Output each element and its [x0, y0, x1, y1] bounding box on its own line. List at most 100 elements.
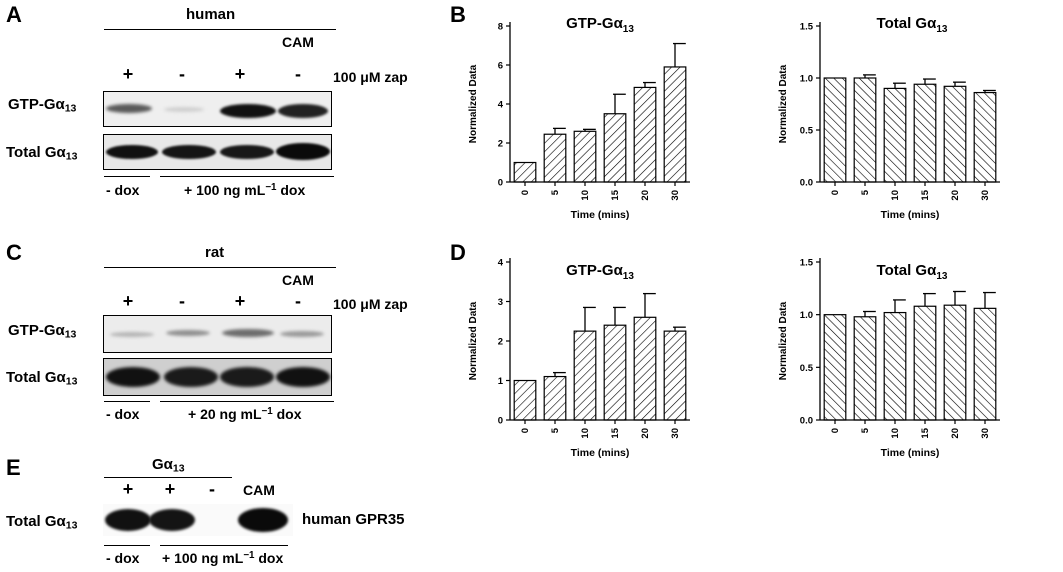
x-tick-label: 20	[950, 428, 961, 439]
zap-label: 100 μM zap	[333, 296, 408, 312]
chart-title-subscript: 13	[623, 24, 635, 35]
x-axis-label: Time (mins)	[571, 447, 630, 459]
bar	[663, 330, 687, 421]
cam-label: CAM	[282, 34, 314, 50]
y-axis-label: Normalized Data	[778, 301, 789, 380]
bar	[943, 304, 967, 421]
y-tick-label: 1.0	[800, 310, 813, 321]
x-axis-label: Time (mins)	[571, 209, 630, 221]
treatment-sign: -	[209, 479, 215, 499]
x-tick-label: 30	[980, 190, 991, 201]
bar	[883, 311, 907, 421]
blot-band	[220, 145, 274, 159]
x-tick-label: 30	[670, 428, 681, 439]
bar	[603, 113, 627, 183]
panel-letter-e: E	[6, 455, 21, 480]
e-header-underline	[104, 477, 232, 478]
blot-band	[220, 104, 276, 118]
nodox-label: - dox	[106, 182, 140, 198]
species-label-rat: rat	[205, 244, 225, 261]
x-tick-label: 0	[520, 428, 531, 433]
bar	[853, 77, 877, 183]
blot-band	[220, 367, 274, 387]
chart-title: Total Gα13	[877, 262, 948, 282]
bar	[573, 330, 597, 421]
x-tick-label: 5	[550, 189, 561, 195]
chart-title-main: Total Gα	[877, 15, 938, 32]
y-tick-label: 6	[498, 61, 503, 72]
row-label-gtp: GTP-Gα13	[8, 96, 77, 115]
panel-letter-c: C	[6, 240, 22, 265]
chart-title: GTP-Gα13	[566, 262, 634, 282]
y-tick-label: 0.5	[800, 126, 814, 137]
blot-band	[106, 104, 152, 113]
receptor-label: human GPR35	[302, 511, 405, 528]
x-tick-label: 20	[950, 190, 961, 201]
bar	[513, 161, 537, 183]
bar	[513, 379, 537, 421]
treatment-sign: -	[179, 64, 185, 84]
row-label-total: Total Gα13	[6, 513, 78, 532]
x-tick-label: 0	[520, 190, 531, 195]
bar	[913, 305, 937, 421]
blot-band	[276, 143, 330, 160]
bar	[823, 77, 847, 183]
x-tick-label: 15	[610, 427, 621, 438]
bar	[943, 85, 967, 183]
blot-band	[105, 509, 151, 531]
x-axis-label: Time (mins)	[881, 209, 940, 221]
row-label-gtp: GTP-Gα13	[8, 322, 77, 341]
chart-title-subscript: 13	[936, 24, 948, 35]
x-tick-label: 20	[640, 428, 651, 439]
zap-label: 100 μM zap	[333, 69, 408, 85]
blot-gtp-human	[103, 91, 332, 127]
y-tick-label: 0.5	[800, 363, 814, 374]
blot-total-human	[103, 134, 332, 170]
y-tick-label: 8	[498, 22, 503, 33]
dox-underline	[160, 401, 334, 402]
x-tick-label: 5	[550, 427, 561, 433]
blot-band	[162, 145, 216, 159]
treatment-sign: +	[122, 479, 134, 499]
chart-title-subscript: 13	[936, 271, 948, 282]
nodox-label: - dox	[106, 406, 140, 422]
treatment-sign: +	[234, 291, 246, 311]
bar	[633, 316, 657, 421]
nodox-label: - dox	[106, 550, 140, 566]
dox-underline	[104, 401, 150, 402]
panel-letter-b: B	[450, 2, 466, 27]
dox-underline	[160, 176, 334, 177]
blot-band	[149, 509, 195, 531]
blot-band	[164, 107, 204, 112]
bar	[633, 86, 657, 183]
y-axis-label: Normalized Data	[468, 64, 479, 143]
blot-band	[110, 332, 154, 337]
treatment-sign: -	[295, 291, 301, 311]
row-label-total: Total Gα13	[6, 369, 78, 388]
blot-band	[280, 331, 324, 337]
y-tick-label: 0.0	[800, 178, 813, 189]
dox-underline	[104, 176, 150, 177]
blot-total-rat	[103, 358, 332, 396]
species-underline	[104, 29, 336, 30]
blot-total-e	[103, 504, 293, 536]
y-tick-label: 0	[498, 178, 503, 189]
x-tick-label: 5	[860, 427, 871, 433]
dox-underline	[160, 545, 288, 546]
bar	[603, 324, 627, 421]
x-tick-label: 15	[610, 189, 621, 200]
treatment-sign: +	[164, 479, 176, 499]
cam-label: CAM	[282, 272, 314, 288]
y-tick-label: 4	[498, 258, 504, 269]
bar	[913, 83, 937, 183]
panel-letter-a: A	[6, 2, 22, 27]
y-tick-label: 2	[498, 337, 503, 348]
x-tick-label: 10	[890, 428, 901, 439]
x-tick-label: 0	[830, 190, 841, 195]
bar	[663, 66, 687, 183]
dox-label: + 20 ng mL−1 dox	[188, 406, 302, 422]
blot-band	[106, 367, 160, 387]
x-tick-label: 10	[890, 190, 901, 201]
y-tick-label: 3	[498, 297, 503, 308]
